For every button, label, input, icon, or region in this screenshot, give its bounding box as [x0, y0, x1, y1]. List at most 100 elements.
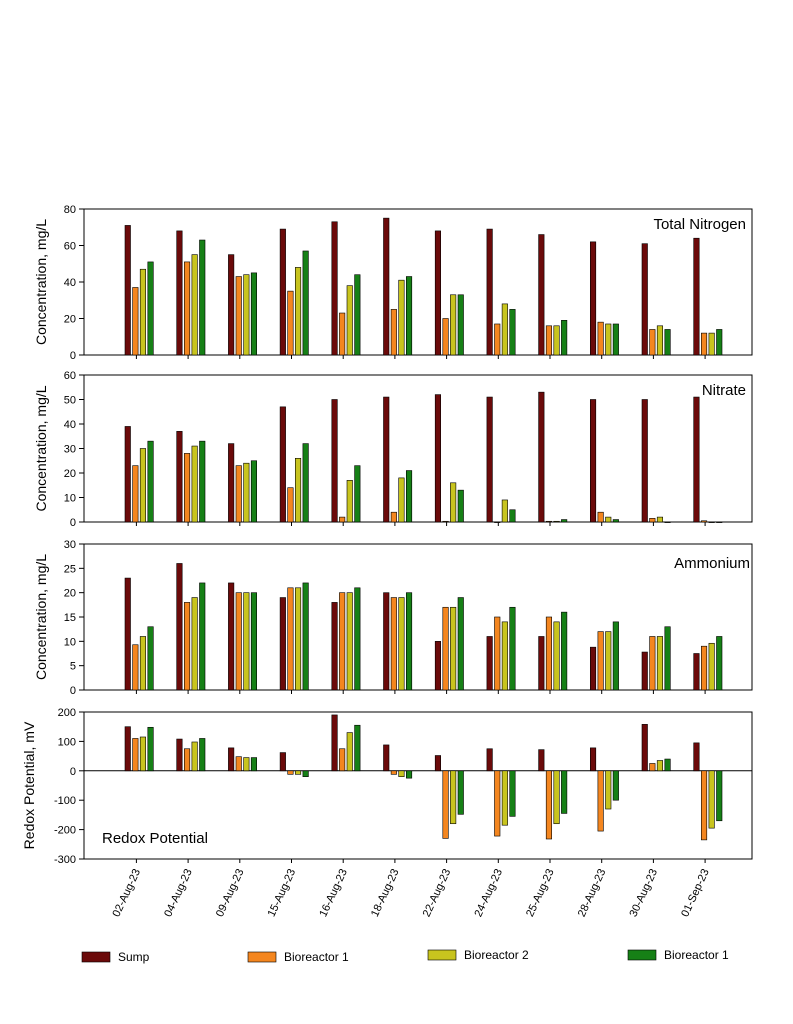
- y-tick-label: 200: [58, 707, 76, 719]
- bar: [124, 577, 131, 691]
- bar: [294, 587, 302, 691]
- bar: [494, 616, 501, 691]
- bar: [331, 714, 338, 772]
- bar: [494, 770, 501, 837]
- bar: [656, 516, 664, 523]
- bar: [708, 521, 715, 523]
- y-tick-label: 40: [64, 277, 76, 289]
- bar: [716, 329, 723, 356]
- bar: [191, 597, 198, 691]
- bar: [501, 303, 508, 356]
- bar: [509, 309, 516, 356]
- bar: [501, 621, 508, 691]
- bar: [486, 636, 493, 691]
- bar: [228, 443, 235, 523]
- bar: [509, 770, 516, 817]
- bar: [331, 399, 338, 523]
- bar: [398, 597, 405, 691]
- bar: [139, 636, 146, 691]
- bar: [390, 511, 397, 523]
- bar: [664, 329, 671, 356]
- bar: [561, 611, 568, 691]
- bar: [589, 241, 597, 356]
- x-tick-label: 16-Aug-23: [317, 867, 350, 919]
- y-tick-label: 25: [64, 563, 76, 575]
- bar: [331, 221, 338, 356]
- y-tick-label: 60: [64, 241, 76, 253]
- bar: [354, 465, 361, 523]
- x-tick-label: 01-Sep-23: [679, 867, 712, 919]
- x-tick-label: 30-Aug-23: [628, 867, 661, 919]
- legend-label: Bioreactor 1: [664, 948, 729, 962]
- bar: [235, 756, 242, 772]
- bar: [139, 448, 146, 523]
- bar: [612, 621, 619, 691]
- bar: [287, 587, 294, 691]
- bar: [302, 770, 309, 777]
- bar: [124, 726, 131, 772]
- bar: [649, 636, 656, 691]
- bar: [279, 597, 286, 691]
- bar: [132, 738, 139, 772]
- bar: [191, 741, 198, 772]
- bar: [339, 312, 346, 356]
- bar: [147, 261, 154, 356]
- legend-swatch: [81, 951, 111, 963]
- bar: [605, 516, 612, 523]
- bar: [250, 272, 257, 356]
- legend-swatch: [247, 951, 277, 963]
- y-tick-label: 40: [64, 419, 76, 431]
- bar: [243, 592, 250, 691]
- bar: [612, 519, 619, 523]
- x-tick-label: 18-Aug-23: [369, 867, 402, 919]
- bar: [605, 631, 612, 691]
- x-tick-label: 22-Aug-23: [421, 867, 454, 919]
- bar: [243, 274, 250, 356]
- bar: [287, 290, 294, 356]
- bar: [693, 653, 700, 691]
- bar: [383, 396, 390, 523]
- bar: [383, 217, 390, 356]
- bar: [398, 770, 405, 777]
- bar: [553, 621, 560, 691]
- bar: [545, 520, 553, 523]
- bar: [405, 770, 413, 779]
- bar: [589, 399, 597, 523]
- bar: [184, 453, 191, 523]
- bar: [509, 509, 516, 523]
- y-axis-label: Redox Potential, mV: [21, 721, 37, 849]
- bar: [597, 321, 604, 356]
- bar: [457, 294, 464, 356]
- bar: [649, 518, 656, 523]
- y-tick-label: 5: [70, 661, 76, 673]
- bar: [561, 770, 568, 814]
- bar: [664, 521, 671, 523]
- x-tick-label: 25-Aug-23: [524, 867, 557, 919]
- y-tick-label: 60: [64, 370, 76, 382]
- bar: [398, 477, 405, 523]
- bar: [442, 520, 449, 523]
- bar: [716, 636, 723, 691]
- bar: [553, 325, 560, 356]
- bar: [228, 254, 235, 356]
- bar: [346, 732, 353, 772]
- bar: [132, 465, 139, 523]
- bar: [450, 770, 457, 825]
- bar: [494, 323, 501, 356]
- bar: [147, 626, 154, 691]
- bar: [700, 645, 708, 691]
- bar: [434, 755, 442, 772]
- bar: [235, 465, 242, 523]
- bar: [354, 724, 361, 772]
- legend-label: Sump: [118, 950, 150, 964]
- y-tick-label: 20: [64, 588, 76, 600]
- y-tick-label: -200: [54, 825, 76, 837]
- bar: [191, 254, 198, 356]
- bar: [450, 482, 457, 523]
- y-tick-label: 30: [64, 444, 76, 456]
- bar: [390, 309, 397, 356]
- bar: [302, 443, 309, 523]
- bar: [605, 770, 612, 810]
- bar: [228, 747, 235, 772]
- y-tick-label: 10: [64, 636, 76, 648]
